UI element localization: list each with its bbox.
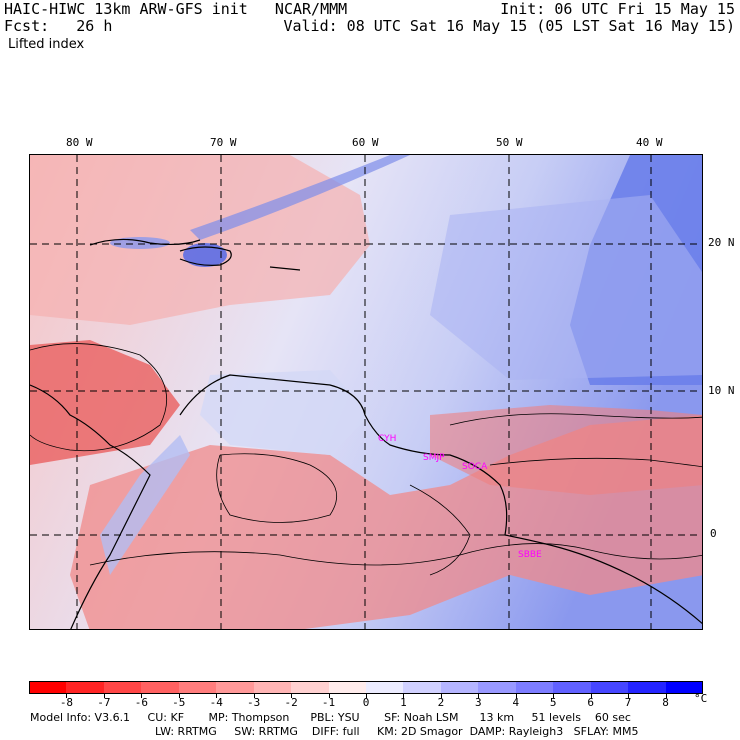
lon-label-70w: 70 W xyxy=(210,136,237,149)
colorbar-cell xyxy=(178,681,217,694)
lon-label-80w: 80 W xyxy=(66,136,93,149)
colorbar-frame xyxy=(29,681,703,694)
colorbar-label: 6 xyxy=(587,696,594,709)
lon-label-50w: 50 W xyxy=(496,136,523,149)
stable-region-central xyxy=(430,195,702,380)
colorbar-cell xyxy=(403,681,442,694)
colorbar-label: -4 xyxy=(209,696,223,709)
colorbar-label: -8 xyxy=(59,696,74,709)
colorbar-cell xyxy=(366,681,404,694)
footer-model-info: Model Info: V3.6.1 CU: KF MP: Thompson P… xyxy=(30,711,631,724)
colorbar-cell xyxy=(66,681,105,694)
lifted-index-contours xyxy=(30,343,702,576)
init-time: Init: 06 UTC Fri 15 May 15 xyxy=(500,0,735,18)
colorbar-cell xyxy=(103,681,142,694)
colorbar-cell xyxy=(665,681,704,694)
colorbar-cell xyxy=(328,681,367,694)
colorbar-cell xyxy=(478,681,517,694)
lat-label-20n: 20 N xyxy=(708,236,735,249)
colorbar-label: 5 xyxy=(549,696,557,709)
colorbar-tick xyxy=(366,694,367,698)
colorbar-tick xyxy=(291,694,293,698)
stable-region-caribbean xyxy=(200,370,370,455)
header-title: HAIC-HIWC 13km ARW-GFS init NCAR/MMM xyxy=(4,0,348,18)
colorbar-label: 8 xyxy=(662,696,669,709)
colorbar-tick xyxy=(216,694,218,698)
colorbar-unit: °C xyxy=(694,692,708,705)
colorbar-tick xyxy=(665,694,667,698)
colorbar-label: -6 xyxy=(134,696,148,709)
colorbar-cell xyxy=(216,681,255,694)
colorbar-tick xyxy=(66,694,68,698)
station-label: SOCA xyxy=(462,462,488,472)
colorbar-tick xyxy=(553,694,555,698)
footer-physics-info: LW: RRTMG SW: RRTMG DIFF: full KM: 2D Sm… xyxy=(155,725,639,738)
colorbar-label: -3 xyxy=(247,696,261,709)
lat-label-10n: 10 N xyxy=(708,384,735,397)
colorbar-tick xyxy=(590,694,592,698)
unstable-region-west xyxy=(30,340,180,465)
station-label: SBBE xyxy=(518,550,542,560)
field-name: Lifted index xyxy=(8,37,85,52)
colorbar-label: -5 xyxy=(172,696,186,709)
station-label: CYH xyxy=(378,434,396,444)
colorbar-cell xyxy=(515,681,554,694)
colorbar-cell xyxy=(291,681,330,694)
colorbar-tick xyxy=(628,694,630,698)
colorbar-label: -2 xyxy=(284,696,298,709)
colorbar-tick xyxy=(253,694,255,698)
lifted-index-map: CYH SMJP SOCA SBBE xyxy=(29,154,703,630)
colorbar-label: -1 xyxy=(321,696,336,709)
colorbar-label: 1 xyxy=(400,696,407,709)
colorbar-cell xyxy=(141,681,180,694)
colorbar-cell xyxy=(253,681,292,694)
stable-region-pacific xyxy=(100,435,190,575)
colorbar-label: 0 xyxy=(362,696,370,709)
colorbar-label: 7 xyxy=(624,696,632,709)
stable-streak xyxy=(190,155,410,240)
stable-spot-hispaniola xyxy=(183,243,227,267)
valid-time: Valid: 08 UTC Sat 16 May 15 (05 LST Sat … xyxy=(283,17,735,35)
forecast-hour: Fcst: 26 h xyxy=(4,17,113,35)
lon-label-60w: 60 W xyxy=(352,136,379,149)
colorbar-tick xyxy=(178,694,180,698)
station-labels: CYH SMJP SOCA SBBE xyxy=(378,434,542,560)
graticule xyxy=(30,155,702,629)
colorbar-cell xyxy=(590,681,629,694)
lon-label-40w: 40 W xyxy=(636,136,663,149)
colorbar-tick xyxy=(103,694,105,698)
colorbar-cell xyxy=(440,681,479,694)
coastlines xyxy=(30,238,702,629)
colorbar-tick xyxy=(141,694,143,698)
colorbar-cell xyxy=(29,681,67,694)
colorbar-tick xyxy=(440,694,442,698)
colorbar-label: 3 xyxy=(475,696,482,709)
colorbar-tick xyxy=(515,694,517,698)
colorbar-tick xyxy=(478,694,480,698)
colorbar-cell xyxy=(553,681,592,694)
colorbar-tick xyxy=(328,694,330,698)
colorbar-cell xyxy=(628,681,667,694)
colorbar-label: -7 xyxy=(97,696,111,709)
station-label: SMJP xyxy=(423,453,445,463)
colorbar-label: 2 xyxy=(437,696,445,709)
stable-spot-cuba xyxy=(110,237,170,249)
unstable-region-itcz xyxy=(430,405,702,495)
colorbar-label: 4 xyxy=(512,696,520,709)
colorbar-tick xyxy=(403,694,405,698)
map-canvas: CYH SMJP SOCA SBBE xyxy=(30,155,702,629)
lat-label-0: 0 xyxy=(710,527,717,540)
